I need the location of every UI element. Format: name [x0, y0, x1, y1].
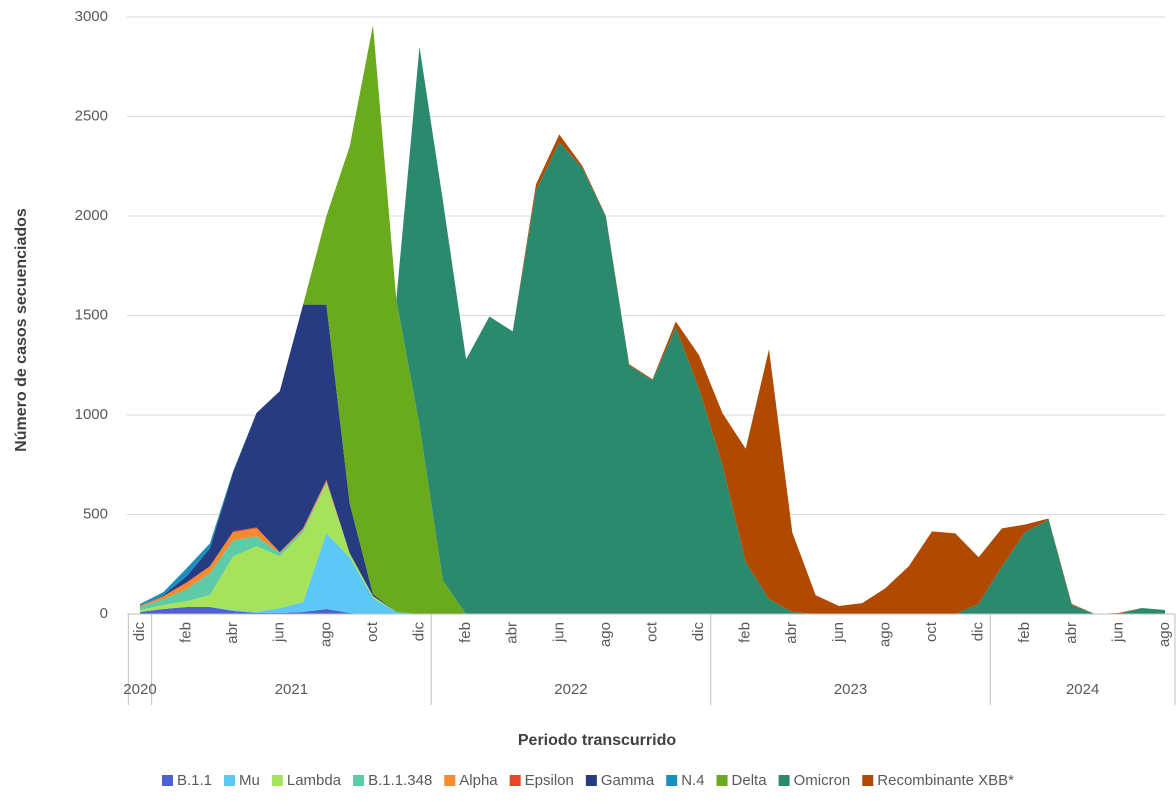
area — [140, 533, 1165, 614]
legend-swatch — [666, 775, 678, 786]
area — [140, 25, 1165, 614]
x-tick-label: ago — [597, 622, 614, 647]
area — [140, 607, 1165, 614]
x-group-label: 2021 — [275, 681, 308, 698]
x-tick-label: oct — [364, 621, 381, 642]
x-tick-label: ago — [876, 622, 893, 647]
x-tick-label: dic — [131, 622, 148, 642]
area — [140, 25, 1165, 614]
y-tick-label: 2000 — [75, 207, 108, 224]
x-tick-label: ago — [317, 622, 334, 647]
x-tick-label: abr — [224, 622, 241, 644]
legend-label: Mu — [239, 772, 260, 789]
x-tick-label: abr — [1063, 622, 1080, 644]
x-group-label: 2020 — [123, 681, 156, 698]
legend-swatch — [862, 775, 874, 786]
y-tick-label: 3000 — [75, 8, 108, 25]
legend-label: N.4 — [681, 772, 704, 789]
legend-swatch — [224, 775, 236, 786]
y-tick-label: 1000 — [75, 406, 108, 423]
legend-label: B.1.1 — [177, 772, 212, 789]
x-axis-title: Periodo transcurrido — [518, 732, 676, 749]
x-tick-label: jun — [271, 622, 288, 643]
legend-label: Delta — [732, 772, 768, 789]
y-tick-label: 500 — [83, 505, 108, 522]
x-tick-label: oct — [923, 621, 940, 642]
x-tick-label: feb — [457, 622, 474, 643]
x-group-label: 2024 — [1066, 681, 1099, 698]
legend-label: Gamma — [601, 772, 655, 789]
x-tick-label: feb — [178, 622, 195, 643]
y-axis-title: Número de casos secuenciados — [13, 208, 30, 452]
x-tick-label: oct — [643, 621, 660, 642]
y-tick-label: 1500 — [75, 306, 108, 323]
legend-swatch — [161, 775, 173, 786]
area — [140, 483, 1165, 614]
x-tick-label: ago — [1156, 622, 1173, 647]
x-tick-label: dic — [970, 622, 987, 642]
x-tick-label: jun — [550, 622, 567, 643]
x-tick-label: abr — [504, 622, 521, 644]
x-tick-label: feb — [1016, 622, 1033, 643]
legend-swatch — [271, 775, 283, 786]
legend-label: Omicron — [794, 772, 851, 789]
y-tick-label: 2500 — [75, 107, 108, 124]
legend-label: Alpha — [459, 772, 498, 789]
x-group-label: 2022 — [554, 681, 587, 698]
legend-label: Lambda — [287, 772, 342, 789]
y-tick-label: 0 — [100, 605, 108, 622]
x-tick-label: jun — [1109, 622, 1126, 643]
x-tick-label: dic — [411, 622, 428, 642]
legend-label: B.1.1.348 — [368, 772, 432, 789]
legend-swatch — [509, 775, 521, 786]
legend-label: Recombinante XBB* — [877, 772, 1014, 789]
legend: B.1.1 Mu Lambda B.1.1.348 Alpha Epsilon Gamma N… — [161, 772, 1014, 789]
x-tick-label: jun — [830, 622, 847, 643]
legend-swatch — [778, 775, 790, 786]
x-tick-label: dic — [690, 622, 707, 642]
legend-swatch — [444, 775, 456, 786]
x-tick-label: abr — [783, 622, 800, 644]
legend-swatch — [353, 775, 365, 786]
x-group-label: 2023 — [834, 681, 867, 698]
legend-swatch — [585, 775, 597, 786]
legend-swatch — [716, 775, 728, 786]
legend-label: Epsilon — [525, 772, 574, 789]
x-tick-label: feb — [737, 622, 754, 643]
